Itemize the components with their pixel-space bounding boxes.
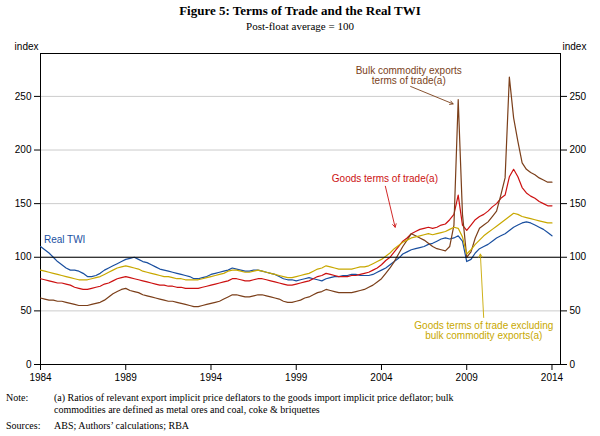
svg-text:Bulk commodity exportsterms of: Bulk commodity exportsterms of trade(a) <box>356 65 462 86</box>
html-text:Sources:: Sources: <box>6 420 41 431</box>
svg-text:150: 150 <box>570 198 587 209</box>
svg-text:100: 100 <box>570 251 587 262</box>
svg-text:200: 200 <box>15 144 32 155</box>
svg-text:100: 100 <box>15 251 32 262</box>
svg-text:50: 50 <box>570 305 582 316</box>
svg-text:1989: 1989 <box>115 372 138 383</box>
svg-text:2009: 2009 <box>456 372 479 383</box>
svg-text:index: index <box>15 41 39 52</box>
svg-text:2004: 2004 <box>370 372 393 383</box>
svg-text:Goods terms of trade excluding: Goods terms of trade excludingbulk commo… <box>414 320 553 341</box>
html-text:Figure 5: Terms of Trade and t: Figure 5: Terms of Trade and the Real TW… <box>179 3 421 18</box>
svg-text:1994: 1994 <box>200 372 223 383</box>
svg-text:Goods terms of trade(a): Goods terms of trade(a) <box>332 173 438 184</box>
svg-text:2014: 2014 <box>541 372 564 383</box>
html-text:ABS; Authors’ calculations; RB: ABS; Authors’ calculations; RBA <box>54 420 190 431</box>
svg-text:250: 250 <box>15 91 32 102</box>
html-text:Post-float average = 100: Post-float average = 100 <box>246 20 354 32</box>
html-text:(a) Ratios of relevant export: (a) Ratios of relevant export implicit p… <box>54 392 454 415</box>
svg-text:index: index <box>563 41 587 52</box>
svg-text:0: 0 <box>570 359 576 370</box>
svg-text:150: 150 <box>15 198 32 209</box>
svg-text:250: 250 <box>570 91 587 102</box>
svg-text:50: 50 <box>20 305 32 316</box>
html-text:Note:: Note: <box>6 392 29 403</box>
svg-text:0: 0 <box>26 359 32 370</box>
svg-text:1999: 1999 <box>285 372 308 383</box>
svg-text:1984: 1984 <box>29 372 52 383</box>
svg-text:200: 200 <box>570 144 587 155</box>
svg-text:Real TWI: Real TWI <box>44 234 86 245</box>
